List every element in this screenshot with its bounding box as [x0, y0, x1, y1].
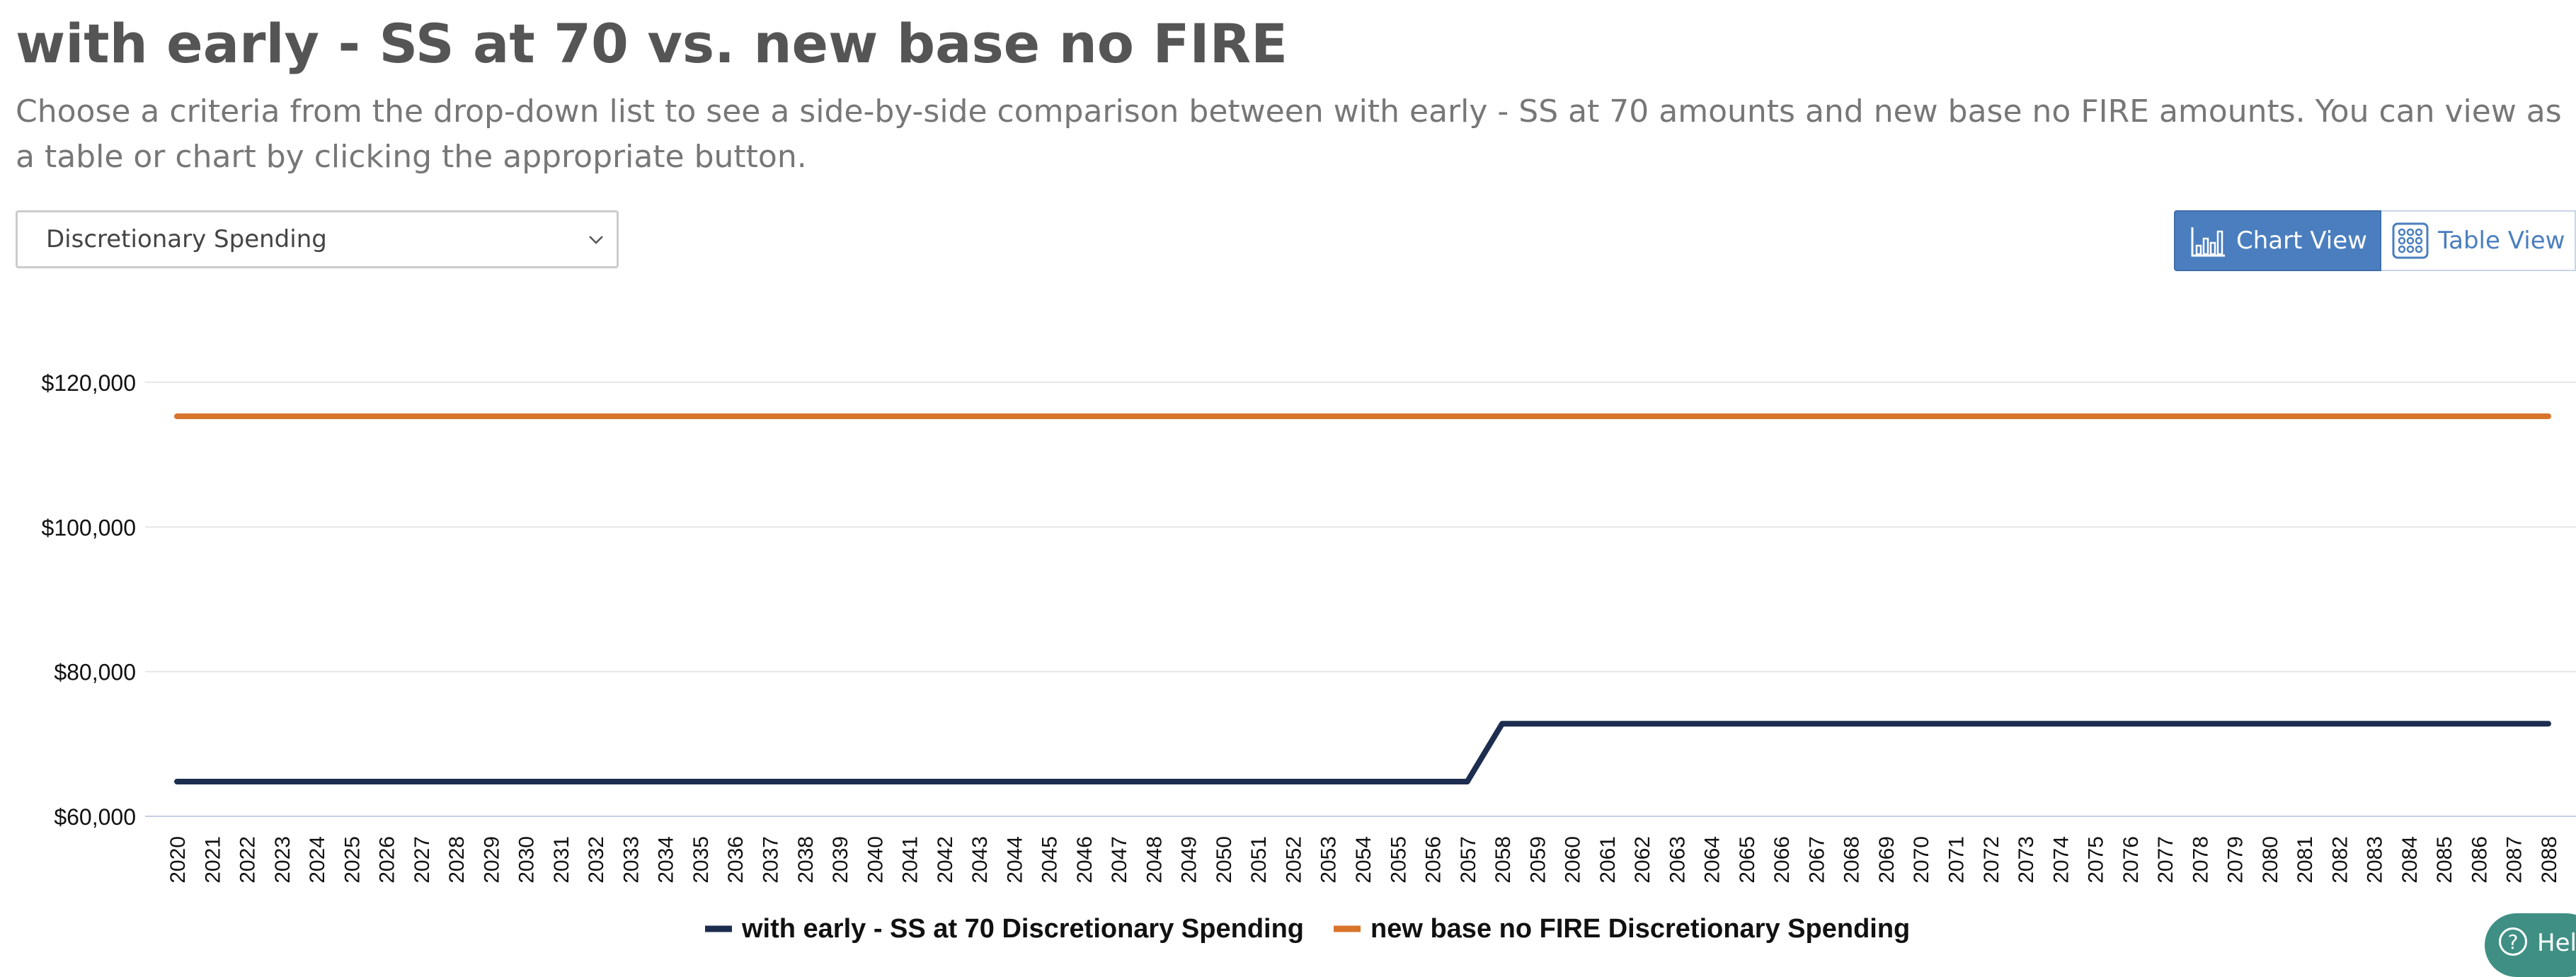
x-tick-label: 2076 — [2119, 836, 2143, 884]
x-tick-label: 2030 — [515, 836, 539, 884]
x-tick-label: 2077 — [2154, 836, 2177, 884]
view-toggle: Chart View Table View — [2174, 210, 2576, 271]
y-tick-label: $80,000 — [54, 660, 136, 685]
x-tick-label: 2049 — [1178, 836, 1201, 884]
x-tick-label: 2045 — [1038, 836, 1062, 884]
x-tick-label: 2050 — [1213, 836, 1236, 884]
x-tick-label: 2065 — [1736, 836, 1759, 884]
x-tick-label: 2046 — [1073, 836, 1097, 884]
x-tick-label: 2066 — [1770, 836, 1794, 884]
x-tick-label: 2031 — [550, 836, 573, 884]
x-tick-label: 2088 — [2538, 836, 2561, 884]
x-tick-label: 2040 — [864, 836, 887, 884]
x-tick-label: 2073 — [2015, 836, 2038, 884]
x-tick-label: 2053 — [1317, 836, 1341, 884]
y-tick-label: $60,000 — [54, 804, 136, 830]
help-button[interactable]: ? Help — [2485, 913, 2576, 977]
x-tick-label: 2060 — [1562, 836, 1585, 884]
chevron-down-icon — [589, 236, 603, 244]
table-view-button[interactable]: Table View — [2381, 210, 2576, 271]
grid-icon — [2392, 222, 2429, 259]
x-tick-label: 2051 — [1247, 836, 1271, 884]
x-tick-label: 2020 — [166, 836, 190, 884]
x-tick-label: 2061 — [1596, 836, 1620, 884]
x-tick-label: 2035 — [689, 836, 713, 884]
discretionary-spending-chart: $60,000 $80,000 $100,000 $120,000 2020 2021 2… — [42, 370, 2576, 944]
x-tick-label: 2058 — [1492, 836, 1515, 884]
x-tick-label: 2027 — [411, 836, 434, 884]
x-tick-label: 2024 — [306, 836, 329, 884]
x-tick-label: 2087 — [2503, 836, 2526, 884]
x-tick-label: 2032 — [585, 836, 608, 884]
bar-chart-icon — [2191, 227, 2225, 257]
legend-item[interactable]: new base no FIRE Discretionary Spending — [1370, 914, 1910, 944]
x-tick-label: 2068 — [1841, 836, 1864, 884]
x-tick-label: 2056 — [1422, 836, 1446, 884]
x-tick-label: 2036 — [724, 836, 748, 884]
page-title: with early - SS at 70 vs. new base no FI… — [16, 12, 1288, 75]
x-tick-label: 2084 — [2398, 836, 2422, 884]
y-tick-label: $100,000 — [42, 515, 136, 540]
x-tick-label: 2063 — [1666, 836, 1689, 884]
chart-view-label: Chart View — [2236, 227, 2367, 255]
x-tick-label: 2033 — [619, 836, 643, 884]
x-tick-label: 2067 — [1805, 836, 1828, 884]
x-tick-label: 2086 — [2468, 836, 2491, 884]
x-tick-label: 2038 — [794, 836, 818, 884]
x-tick-label: 2022 — [236, 836, 260, 884]
x-tick-label: 2028 — [445, 836, 469, 884]
legend-item[interactable]: with early - SS at 70 Discretionary Spen… — [741, 914, 1304, 944]
x-tick-label: 2085 — [2433, 836, 2456, 884]
x-tick-label: 2037 — [760, 836, 783, 884]
x-tick-label: 2062 — [1631, 836, 1654, 884]
x-tick-label: 2042 — [934, 836, 957, 884]
x-tick-label: 2039 — [829, 836, 852, 884]
criteria-dropdown[interactable]: Discretionary Spending — [16, 210, 619, 268]
x-tick-label: 2044 — [1003, 836, 1026, 884]
x-tick-label: 2029 — [480, 836, 503, 884]
x-tick-label: 2057 — [1457, 836, 1480, 884]
series-line-1 — [174, 721, 2551, 784]
x-tick-label: 2079 — [2224, 836, 2248, 884]
x-tick-label: 2025 — [340, 836, 364, 884]
x-tick-label: 2083 — [2364, 836, 2387, 884]
x-tick-label: 2074 — [2049, 836, 2073, 884]
x-tick-label: 2021 — [201, 836, 224, 884]
page-description: Choose a criteria from the drop-down lis… — [16, 93, 2562, 175]
x-tick-label: 2069 — [1875, 836, 1899, 884]
x-tick-label: 2034 — [655, 836, 678, 884]
help-label: Help — [2537, 929, 2576, 957]
x-tick-label: 2054 — [1352, 836, 1375, 884]
x-tick-label: 2064 — [1701, 836, 1724, 884]
x-tick-label: 2059 — [1526, 836, 1550, 884]
question-circle-icon: ? — [2499, 927, 2527, 956]
x-tick-label: 2041 — [899, 836, 922, 884]
x-tick-label: 2080 — [2259, 836, 2282, 884]
chart-view-button[interactable]: Chart View — [2174, 210, 2381, 271]
table-view-label: Table View — [2438, 227, 2565, 255]
x-tick-label: 2043 — [968, 836, 992, 884]
x-tick-label: 2026 — [376, 836, 399, 884]
x-tick-label: 2071 — [1945, 836, 1969, 884]
x-tick-label: 2082 — [2328, 836, 2352, 884]
x-tick-label: 2078 — [2189, 836, 2212, 884]
x-tick-label: 2052 — [1282, 836, 1305, 884]
x-tick-label: 2055 — [1387, 836, 1410, 884]
x-tick-label: 2023 — [271, 836, 294, 884]
x-tick-label: 2047 — [1108, 836, 1131, 884]
x-tick-label: 2075 — [2085, 836, 2108, 884]
criteria-dropdown-value: Discretionary Spending — [46, 225, 327, 253]
x-tick-label: 2048 — [1143, 836, 1166, 884]
x-tick-label: 2081 — [2294, 836, 2317, 884]
x-tick-label: 2072 — [1980, 836, 2003, 884]
x-tick-label: 2070 — [1910, 836, 1933, 884]
y-tick-label: $120,000 — [42, 370, 136, 396]
